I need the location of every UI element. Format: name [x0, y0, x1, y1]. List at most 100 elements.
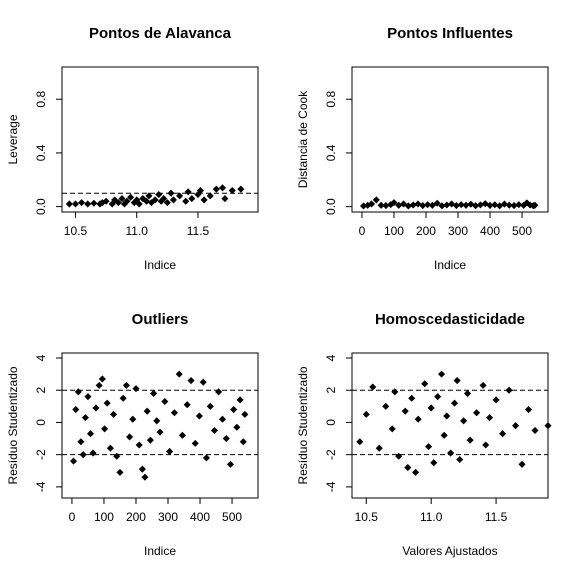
point	[160, 195, 168, 203]
point	[166, 447, 174, 455]
y-tick-label: 0.0	[324, 198, 338, 215]
point	[191, 439, 199, 447]
y-tick-label: -4	[34, 481, 48, 492]
point	[486, 414, 494, 422]
point	[518, 460, 526, 468]
point	[183, 401, 191, 409]
x-tick-label: 400	[190, 510, 210, 524]
point	[156, 428, 164, 436]
point	[447, 449, 455, 457]
point	[65, 200, 73, 208]
point	[200, 196, 208, 204]
point	[92, 404, 100, 412]
point	[118, 195, 126, 203]
point	[438, 370, 446, 378]
point	[241, 410, 249, 418]
chart-title: Pontos Influentes	[387, 25, 513, 42]
x-tick-label: 11.5	[187, 224, 210, 238]
point	[228, 186, 236, 195]
point	[150, 389, 158, 397]
y-axis-label: Resíduo Studentizado	[6, 366, 20, 484]
point	[233, 423, 241, 431]
x-tick-label: 11.0	[125, 224, 148, 238]
point	[210, 426, 218, 435]
point	[505, 386, 513, 394]
point	[424, 201, 432, 209]
y-tick-label: 2	[34, 387, 48, 394]
point	[512, 422, 520, 430]
point	[127, 193, 135, 201]
point	[524, 406, 533, 414]
y-tick-label: 4	[34, 354, 48, 361]
point	[146, 436, 154, 444]
point	[486, 201, 494, 209]
y-tick-label: -2	[324, 449, 338, 460]
point	[434, 393, 442, 401]
point	[388, 425, 396, 433]
point	[462, 201, 470, 209]
point	[176, 192, 184, 200]
point	[476, 201, 484, 209]
point	[90, 199, 98, 207]
point	[362, 410, 370, 418]
x-axis-label: Indice	[434, 258, 466, 272]
y-tick-label: 0.4	[34, 144, 48, 161]
point	[421, 380, 429, 388]
point	[202, 454, 210, 462]
point	[132, 385, 140, 393]
x-tick-label: 200	[416, 224, 436, 238]
point	[218, 415, 226, 423]
x-tick-label: 300	[448, 224, 468, 238]
y-tick-label: -2	[34, 449, 48, 460]
point	[472, 202, 480, 210]
point	[110, 410, 118, 418]
y-tick-label: 2	[324, 387, 338, 394]
point	[218, 184, 227, 192]
point	[544, 422, 552, 430]
point	[170, 409, 178, 417]
point	[84, 200, 92, 208]
point	[151, 196, 159, 204]
point	[531, 426, 539, 435]
point	[531, 201, 539, 209]
y-tick-label: 0	[34, 419, 48, 426]
point	[408, 394, 416, 402]
point	[433, 199, 441, 207]
point	[106, 444, 114, 452]
point	[377, 201, 385, 209]
point	[456, 455, 464, 464]
point	[430, 459, 438, 467]
point	[505, 201, 513, 209]
x-tick-label: 500	[512, 224, 532, 238]
plot-box	[61, 352, 259, 499]
point	[199, 378, 207, 386]
point	[226, 460, 234, 468]
point	[119, 394, 127, 402]
y-tick-label: 4	[324, 354, 338, 361]
x-tick-label: 11.5	[485, 510, 508, 524]
point	[72, 406, 80, 414]
y-tick-label: 0.8	[34, 91, 48, 108]
y-tick-label: 0	[324, 419, 338, 426]
point	[515, 201, 523, 209]
point	[491, 201, 499, 209]
x-axis-label: Valores Ajustados	[402, 544, 497, 558]
point	[84, 393, 92, 401]
point	[452, 202, 460, 210]
point	[129, 415, 137, 423]
point	[195, 412, 203, 420]
point	[440, 431, 448, 439]
point	[451, 399, 459, 407]
x-tick-label: 10.5	[355, 510, 379, 524]
point	[102, 197, 110, 205]
chart-title: Homoscedasticidade	[375, 311, 525, 328]
point	[95, 381, 103, 389]
point	[236, 396, 244, 404]
point	[466, 436, 474, 444]
point	[163, 199, 171, 207]
point	[368, 200, 376, 208]
point	[71, 200, 80, 208]
plot-box	[61, 66, 259, 213]
point	[492, 396, 500, 404]
y-axis-label: Resíduo Studentizado	[296, 366, 310, 484]
